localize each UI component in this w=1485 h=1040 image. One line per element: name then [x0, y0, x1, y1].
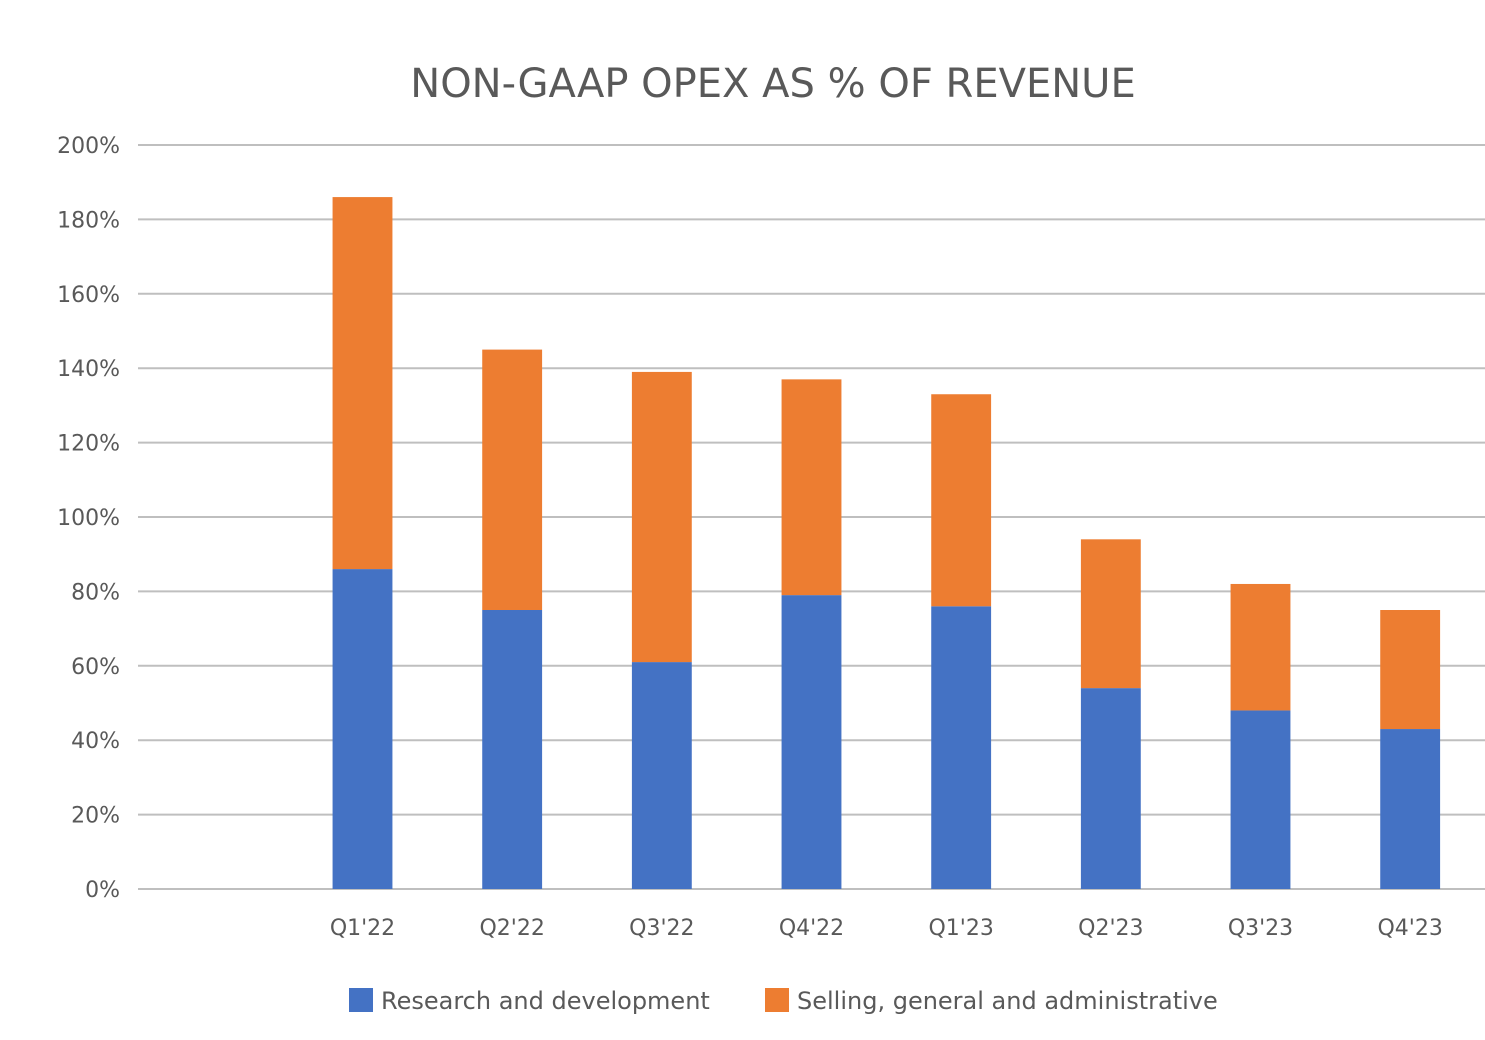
bars: [332, 197, 1441, 889]
bar-sga-1: [332, 197, 393, 570]
x-tick-label: Q3'22: [629, 916, 694, 941]
bar-rd-8: [1380, 729, 1441, 889]
bar-rd-2: [482, 610, 543, 889]
y-tick-label: 180%: [57, 208, 120, 233]
y-tick-label: 40%: [71, 729, 120, 754]
x-tick-label: Q3'23: [1228, 916, 1293, 941]
y-axis-ticks: 0% 20% 40% 60% 80% 100% 120% 140% 160% 180% 200%: [57, 134, 120, 903]
y-tick-label: 200%: [57, 134, 120, 159]
x-tick-label: Q4'23: [1377, 916, 1442, 941]
bar-rd-4: [781, 595, 842, 889]
bar-sga-4: [781, 379, 842, 596]
y-tick-label: 80%: [71, 580, 120, 605]
legend-label: Selling, general and administrative: [797, 987, 1218, 1015]
bar-sga-5: [931, 394, 992, 607]
x-tick-label: Q2'22: [479, 916, 544, 941]
bar-sga-6: [1080, 539, 1141, 689]
bar-rd-5: [931, 606, 992, 889]
y-tick-label: 0%: [85, 878, 120, 903]
bar-rd-7: [1230, 710, 1291, 889]
x-tick-label: Q4'22: [779, 916, 844, 941]
bar-sga-8: [1380, 610, 1441, 730]
bar-sga-2: [482, 349, 543, 610]
x-axis-ticks: Q1'22 Q2'22 Q3'22 Q4'22 Q1'23 Q2'23 Q3'23 Q4'23: [330, 916, 1443, 941]
x-tick-label: Q1'23: [928, 916, 993, 941]
legend: Research and development Selling, general…: [349, 987, 1218, 1015]
bar-rd-3: [631, 662, 692, 889]
y-tick-label: 60%: [71, 655, 120, 680]
bar-rd-6: [1080, 688, 1141, 889]
y-tick-label: 120%: [57, 432, 120, 457]
x-tick-label: Q2'23: [1078, 916, 1143, 941]
bar-sga-7: [1230, 583, 1291, 711]
y-tick-label: 140%: [57, 357, 120, 382]
legend-swatch: [349, 988, 373, 1012]
bar-rd-1: [332, 569, 393, 889]
legend-label: Research and development: [381, 987, 710, 1015]
bar-sga-3: [631, 371, 692, 663]
chart-title: NON-GAAP OPEX AS % OF REVENUE: [410, 61, 1135, 107]
y-tick-label: 160%: [57, 283, 120, 308]
y-tick-label: 20%: [71, 804, 120, 829]
y-tick-label: 100%: [57, 506, 120, 531]
x-tick-label: Q1'22: [330, 916, 395, 941]
legend-swatch: [765, 988, 789, 1012]
